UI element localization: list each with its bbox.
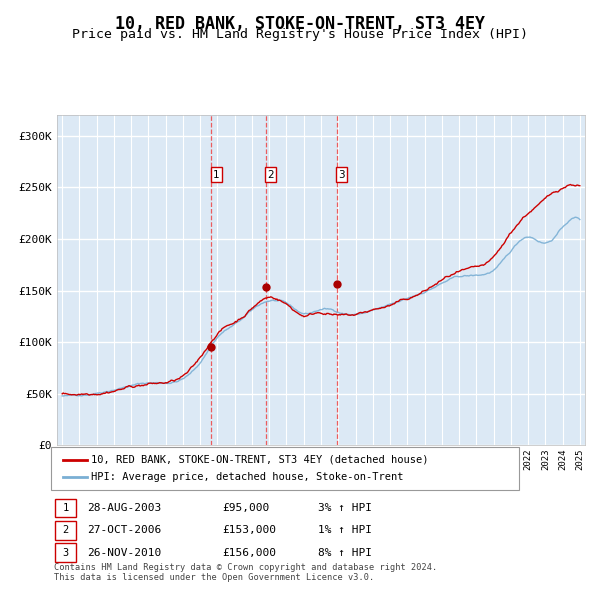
Text: HPI: Average price, detached house, Stoke-on-Trent: HPI: Average price, detached house, Stok… [91,473,404,483]
Text: 1: 1 [213,169,220,179]
Text: 10, RED BANK, STOKE-ON-TRENT, ST3 4EY (detached house): 10, RED BANK, STOKE-ON-TRENT, ST3 4EY (d… [91,455,428,465]
Text: £95,000: £95,000 [222,503,269,513]
Text: £153,000: £153,000 [222,526,276,535]
Text: Price paid vs. HM Land Registry's House Price Index (HPI): Price paid vs. HM Land Registry's House … [72,28,528,41]
Text: Contains HM Land Registry data © Crown copyright and database right 2024.: Contains HM Land Registry data © Crown c… [54,563,437,572]
Text: 3: 3 [338,169,344,179]
Text: 1: 1 [62,503,68,513]
Text: 26-NOV-2010: 26-NOV-2010 [87,548,161,558]
Text: 27-OCT-2006: 27-OCT-2006 [87,526,161,535]
Text: 10, RED BANK, STOKE-ON-TRENT, ST3 4EY: 10, RED BANK, STOKE-ON-TRENT, ST3 4EY [115,15,485,33]
Text: 1% ↑ HPI: 1% ↑ HPI [318,526,372,535]
Text: £156,000: £156,000 [222,548,276,558]
Text: 2: 2 [62,526,68,535]
Text: 8% ↑ HPI: 8% ↑ HPI [318,548,372,558]
Text: 28-AUG-2003: 28-AUG-2003 [87,503,161,513]
Text: 3% ↑ HPI: 3% ↑ HPI [318,503,372,513]
Text: 3: 3 [62,548,68,558]
Text: This data is licensed under the Open Government Licence v3.0.: This data is licensed under the Open Gov… [54,573,374,582]
Text: 2: 2 [268,169,274,179]
